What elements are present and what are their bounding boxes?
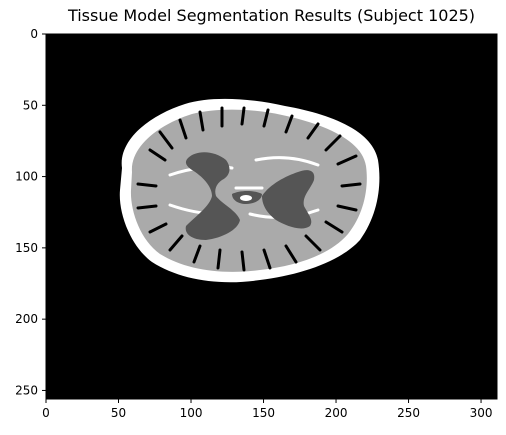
x-axis-ticks: 0 50 100 150 200 250 300 [42,399,493,420]
y-tick-label: 50 [23,98,38,112]
y-tick-label: 0 [30,27,38,41]
x-tick-label: 0 [42,406,50,420]
x-tick-label: 300 [470,406,493,420]
figure-title: Tissue Model Segmentation Results (Subje… [67,6,476,25]
y-tick-label: 250 [15,383,38,397]
center-white-patch [240,195,252,201]
brain-segmentation [119,98,380,283]
x-tick-label: 100 [180,406,203,420]
y-tick-label: 100 [15,170,38,184]
x-tick-label: 250 [397,406,420,420]
y-tick-label: 150 [15,241,38,255]
left-ventricle [185,152,240,240]
gray-matter-region [130,109,367,272]
x-tick-label: 150 [252,406,275,420]
y-tick-label: 200 [15,312,38,326]
axes-frame [45,33,498,400]
x-tick-label: 50 [111,406,126,420]
x-tick-label: 200 [325,406,348,420]
right-ventricle [262,170,315,229]
sulci-pattern [136,106,362,272]
y-axis-ticks: 0 50 100 150 200 250 [15,27,46,397]
